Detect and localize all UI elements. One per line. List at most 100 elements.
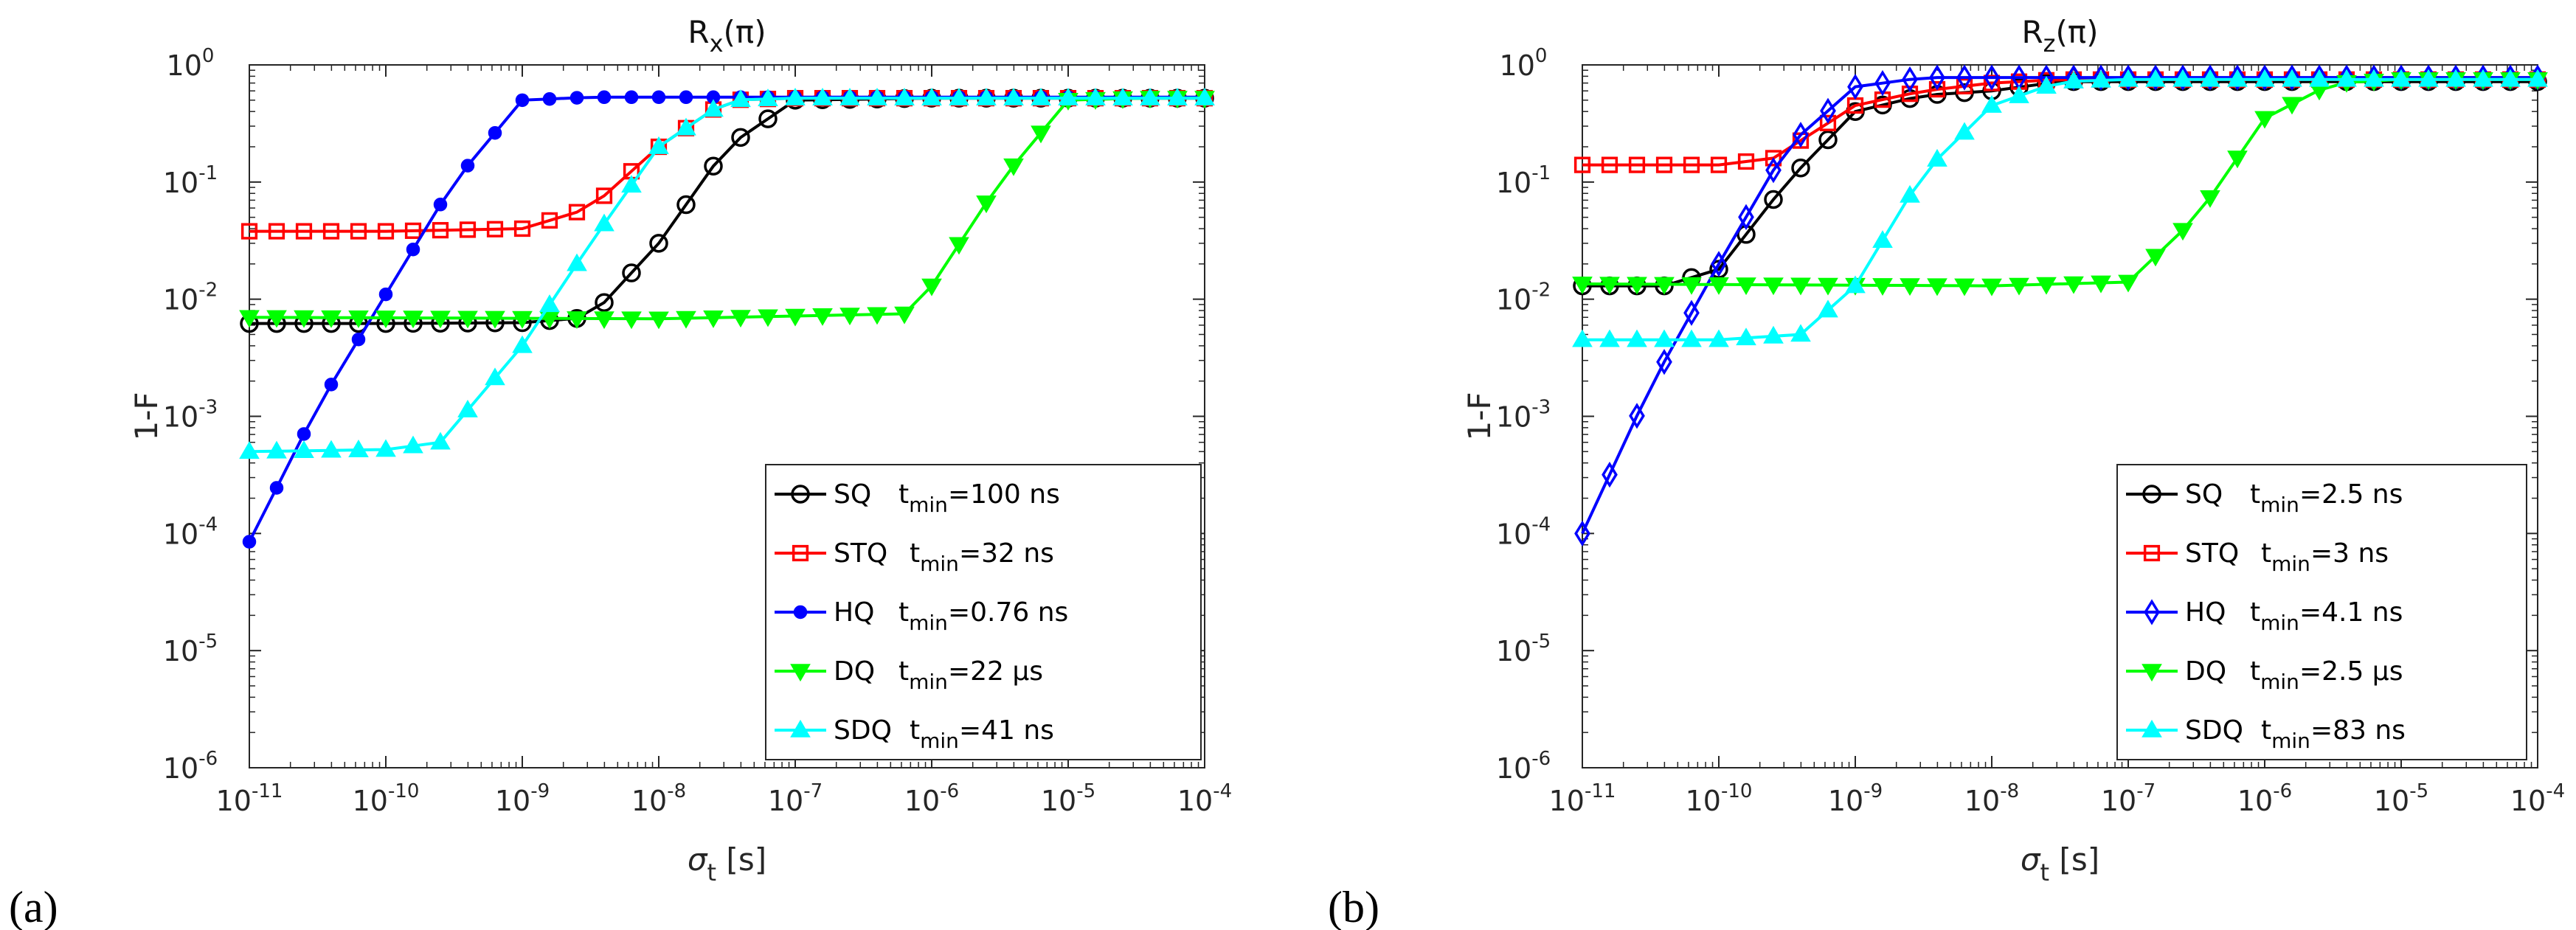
data-point (921, 278, 942, 296)
data-point (485, 367, 505, 386)
data-point (430, 431, 451, 450)
legend-t-sub: min (2260, 493, 2299, 517)
data-point (239, 441, 260, 459)
x-label-sub: t (707, 858, 717, 886)
data-point (2254, 69, 2275, 87)
data-point (2172, 69, 2193, 87)
data-point (594, 213, 614, 232)
title-suffix: (π) (2055, 14, 2098, 50)
data-point (2118, 274, 2139, 293)
data-point (2147, 64, 2164, 91)
x-tick-exponent: -7 (2136, 780, 2156, 802)
y-tick-exponent: -1 (198, 162, 218, 184)
data-point (295, 223, 313, 240)
x-tick-label: 10-11 (216, 780, 283, 817)
data-point (1818, 277, 1838, 296)
data-point (403, 435, 423, 454)
legend-label: HQ tmin=0.76 ns (834, 597, 1068, 635)
data-point (403, 310, 423, 329)
y-tick-base: 10 (1500, 49, 1535, 82)
data-point (512, 335, 533, 353)
data-point (2091, 69, 2111, 88)
legend-label: SQ tmin=100 ns (834, 479, 1060, 517)
data-point (894, 88, 915, 105)
data-point (1085, 88, 1106, 105)
data-point (730, 89, 751, 108)
x-tick-label: 10-11 (1549, 780, 1616, 817)
x-axis-label: σt [s] (2021, 841, 2099, 886)
data-point (1929, 64, 1945, 91)
data-point (2009, 277, 2029, 296)
data-point (1763, 325, 1784, 344)
chart-panel-1: 10-11 10-10 10-9 10-8 10-7 10-6 10-5 10-410-610… (9, 14, 1232, 930)
data-point (2200, 190, 2220, 208)
x-tick-label: 10-7 (768, 780, 823, 817)
data-point (459, 221, 477, 238)
y-tick-base: 10 (163, 167, 198, 199)
data-point (1601, 156, 1618, 173)
data-point (457, 400, 478, 417)
chart-panel-2: 10-11 10-10 10-9 10-8 10-7 10-6 10-5 10-410-610… (1328, 14, 2565, 930)
data-point (839, 308, 860, 326)
legend-t: t (2250, 597, 2260, 628)
x-tick-base: 10 (495, 785, 530, 817)
x-tick-exponent: -10 (388, 780, 419, 802)
title-sub: x (710, 30, 724, 58)
legend-label: STQ tmin=3 ns (2185, 538, 2389, 576)
data-point (350, 223, 367, 240)
x-tick-exponent: -6 (940, 780, 959, 802)
data-point (1003, 158, 1024, 176)
legend-item-dq: DQ tmin=2.5 μs (2126, 656, 2403, 694)
data-point (1845, 275, 1866, 294)
y-tick-base: 10 (163, 401, 198, 434)
data-point (2364, 69, 2384, 87)
legend-series-name: SQ (2185, 479, 2223, 510)
legend-t: t (2250, 479, 2260, 510)
chart-title: Rz(π) (2021, 14, 2098, 58)
data-point (1711, 251, 1727, 277)
data-point (1764, 190, 1783, 209)
data-point (1573, 156, 1591, 173)
y-tick-base: 10 (163, 284, 198, 316)
legend-item-stq: STQ tmin=32 ns (775, 538, 1054, 576)
data-point (976, 88, 997, 105)
data-point (730, 310, 751, 328)
data-point (1655, 156, 1673, 173)
data-point (622, 263, 641, 282)
data-point (240, 223, 258, 240)
legend-item-sq: SQ tmin=100 ns (775, 479, 1060, 517)
x-tick-exponent: -10 (1721, 780, 1752, 802)
data-point (785, 88, 806, 105)
data-point (595, 293, 614, 312)
data-point (2527, 69, 2548, 87)
data-point (1763, 277, 1784, 296)
y-tick-exponent: -3 (1531, 397, 1551, 419)
data-point (2227, 150, 2248, 169)
legend-label: DQ tmin=2.5 μs (2185, 656, 2403, 694)
data-point (1818, 299, 1838, 318)
data-point (648, 311, 669, 330)
legend-item-sdq: SDQ tmin=41 ns (775, 715, 1054, 753)
data-point (790, 719, 811, 738)
data-point (1791, 158, 1810, 178)
y-tick-label: 10-3 (163, 397, 218, 434)
data-point (375, 310, 396, 329)
data-point (430, 310, 451, 329)
y-tick-base: 10 (163, 635, 198, 667)
data-point (791, 485, 810, 504)
data-point (2418, 69, 2439, 87)
data-point (1981, 94, 2002, 113)
x-label-suffix: [s] (2049, 841, 2099, 878)
x-tick-base: 10 (1964, 785, 2000, 817)
x-label-sub: t (2040, 858, 2050, 886)
x-tick-base: 10 (631, 785, 667, 817)
x-tick-exponent: -4 (2546, 780, 2565, 802)
data-point (1140, 88, 1160, 105)
data-point (2473, 69, 2493, 87)
legend-series-name: SDQ (2185, 715, 2243, 746)
data-point (297, 427, 311, 441)
data-point (1736, 327, 1756, 346)
legend-box (2116, 464, 2527, 760)
data-point (2172, 223, 2193, 241)
